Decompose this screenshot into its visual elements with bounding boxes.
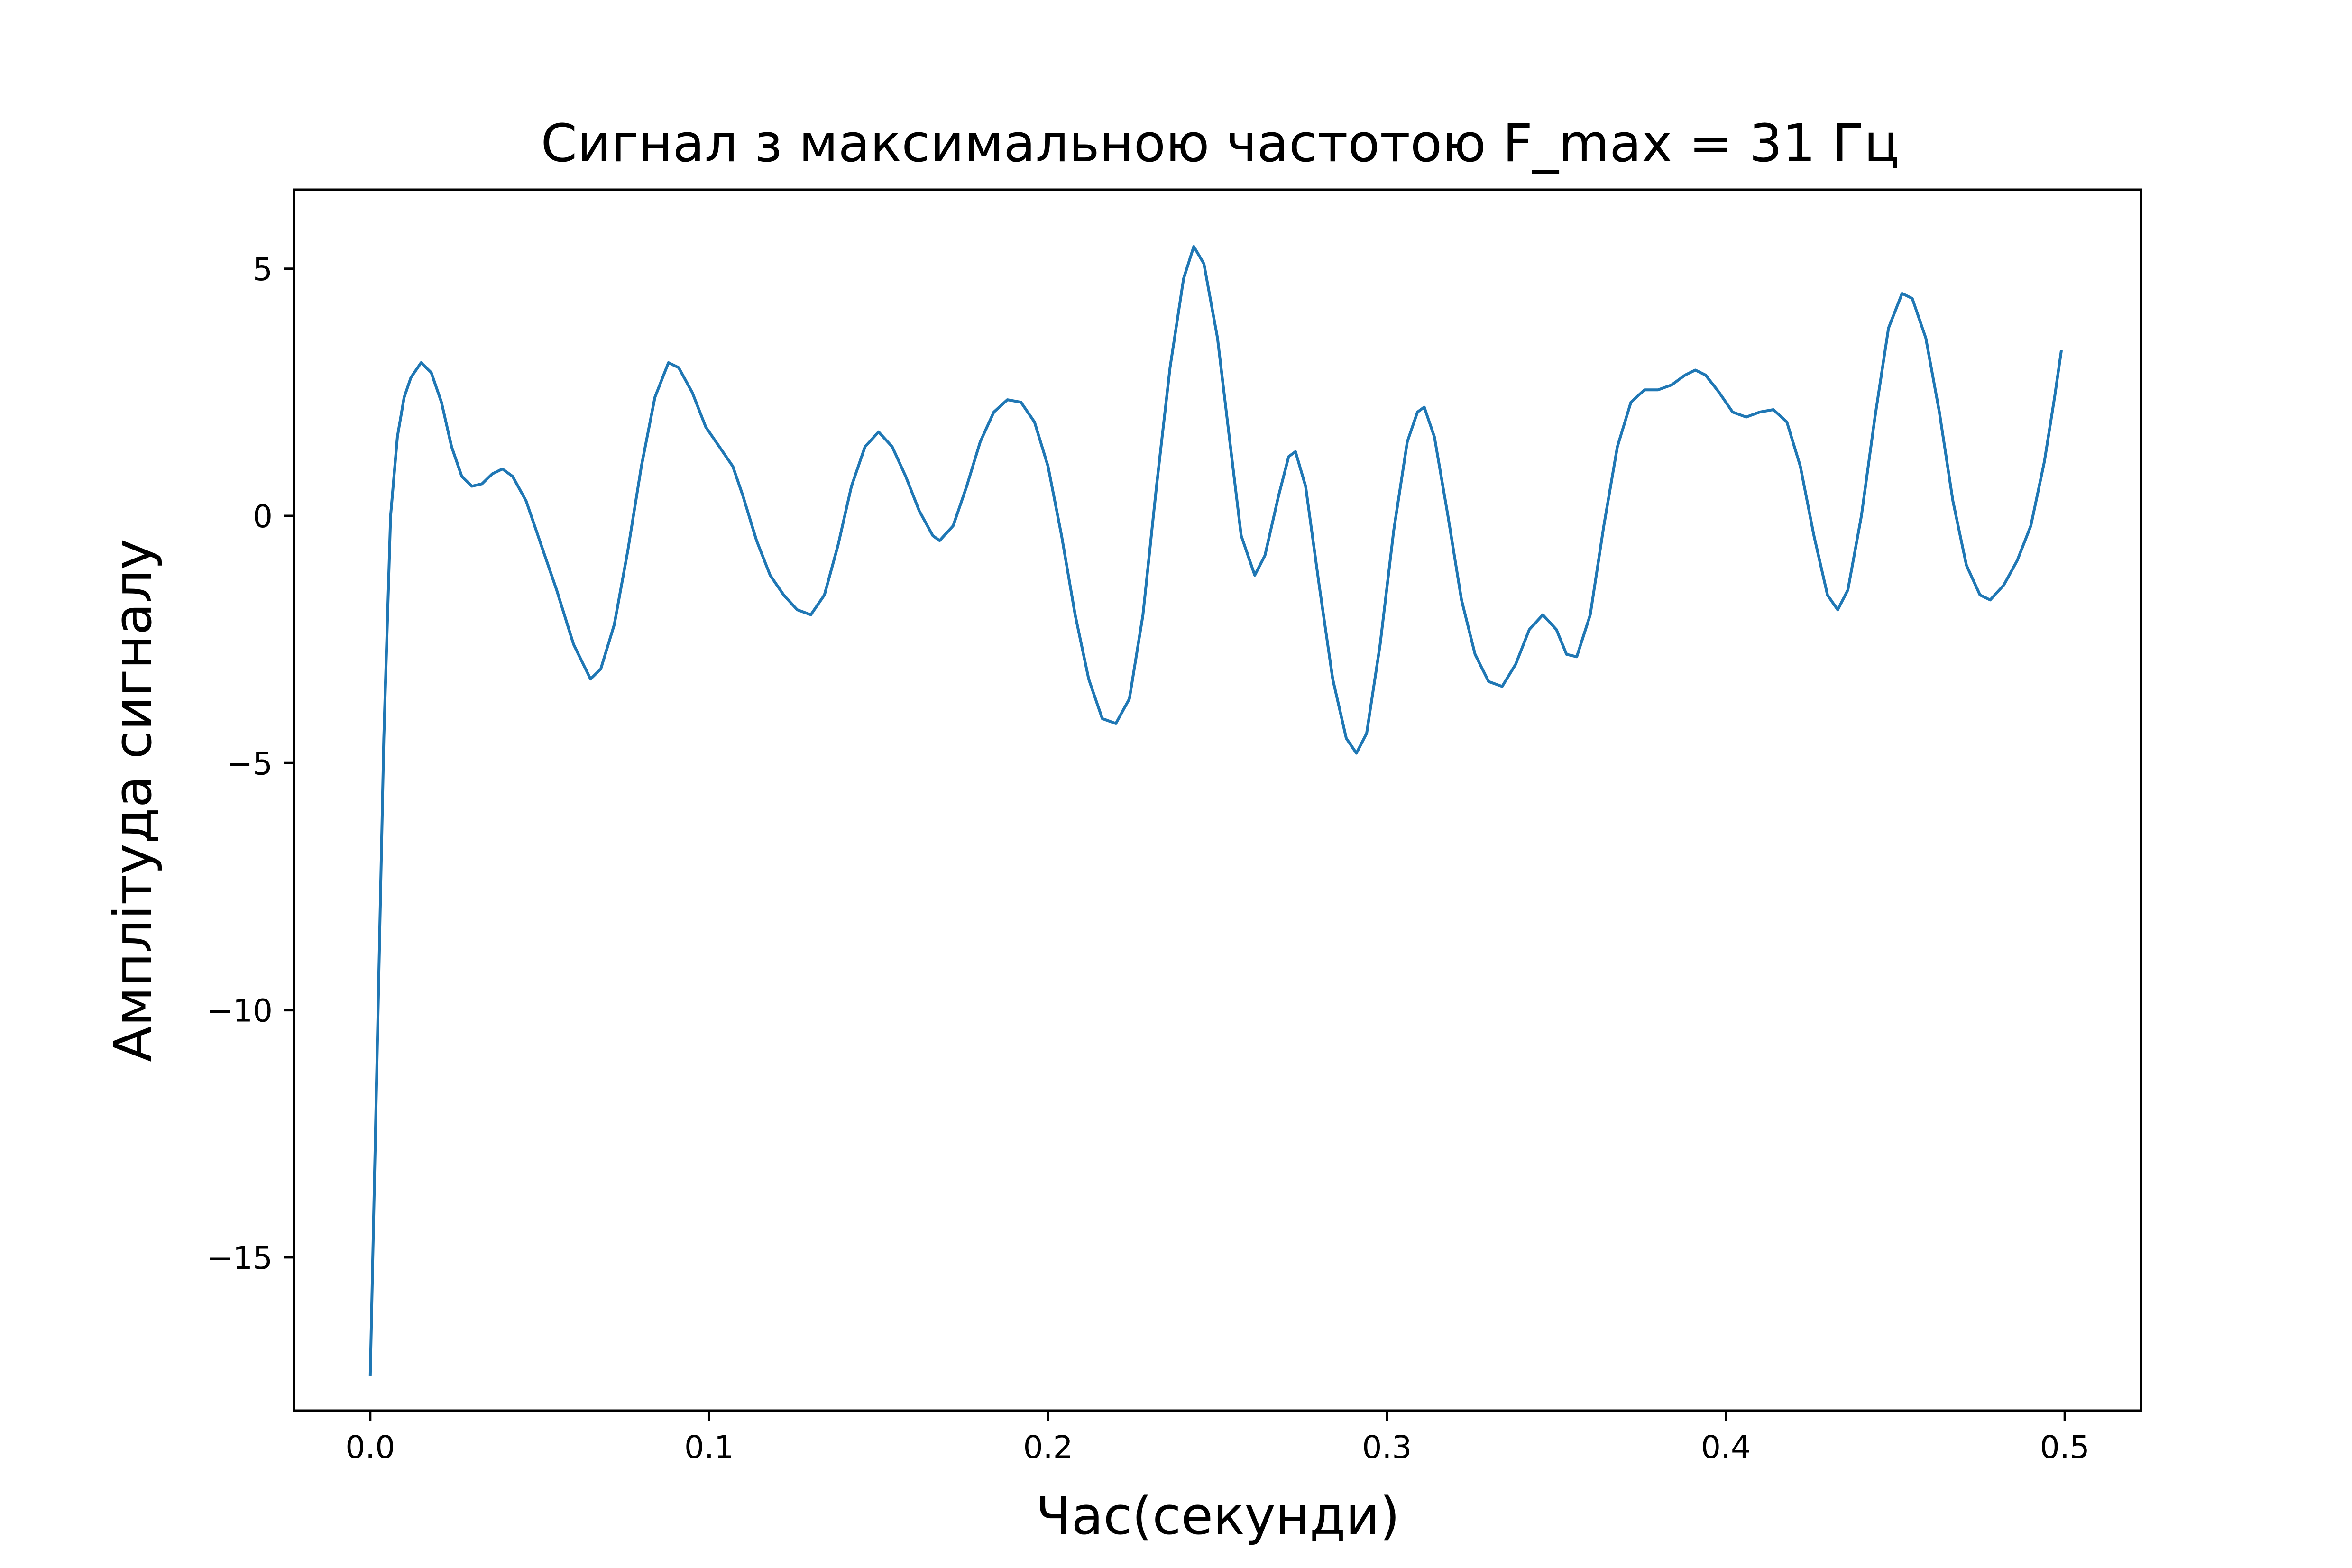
- x-axis-label: Час(секунди): [1036, 1485, 1400, 1546]
- y-axis-label: Амплітуда сигналу: [102, 539, 163, 1062]
- x-tick-label: 0.2: [1023, 1429, 1073, 1466]
- y-tick-label: −5: [227, 745, 273, 782]
- series-line-signal: [368, 245, 2063, 1376]
- y-tick-label: −15: [207, 1240, 273, 1276]
- x-tick-label: 0.4: [1701, 1429, 1751, 1466]
- y-tick-label: 5: [253, 251, 273, 288]
- chart-title: Сигнал з максимальною частотою F_max = 3…: [541, 113, 1899, 174]
- x-axis: 0.0 0.1 0.2 0.3 0.4 0.5: [345, 1411, 2090, 1466]
- line-layer: [368, 245, 2063, 1376]
- plot-frame: [293, 188, 2142, 1412]
- y-axis: 5 0 −5 −10 −15: [207, 251, 294, 1276]
- y-tick-label: 0: [253, 498, 273, 535]
- x-tick-label: 0.5: [2040, 1429, 2090, 1466]
- y-tick-label: −10: [207, 993, 273, 1029]
- x-tick-label: 0.1: [684, 1429, 734, 1466]
- x-tick-label: 0.0: [345, 1429, 395, 1466]
- x-tick-label: 0.3: [1362, 1429, 1412, 1466]
